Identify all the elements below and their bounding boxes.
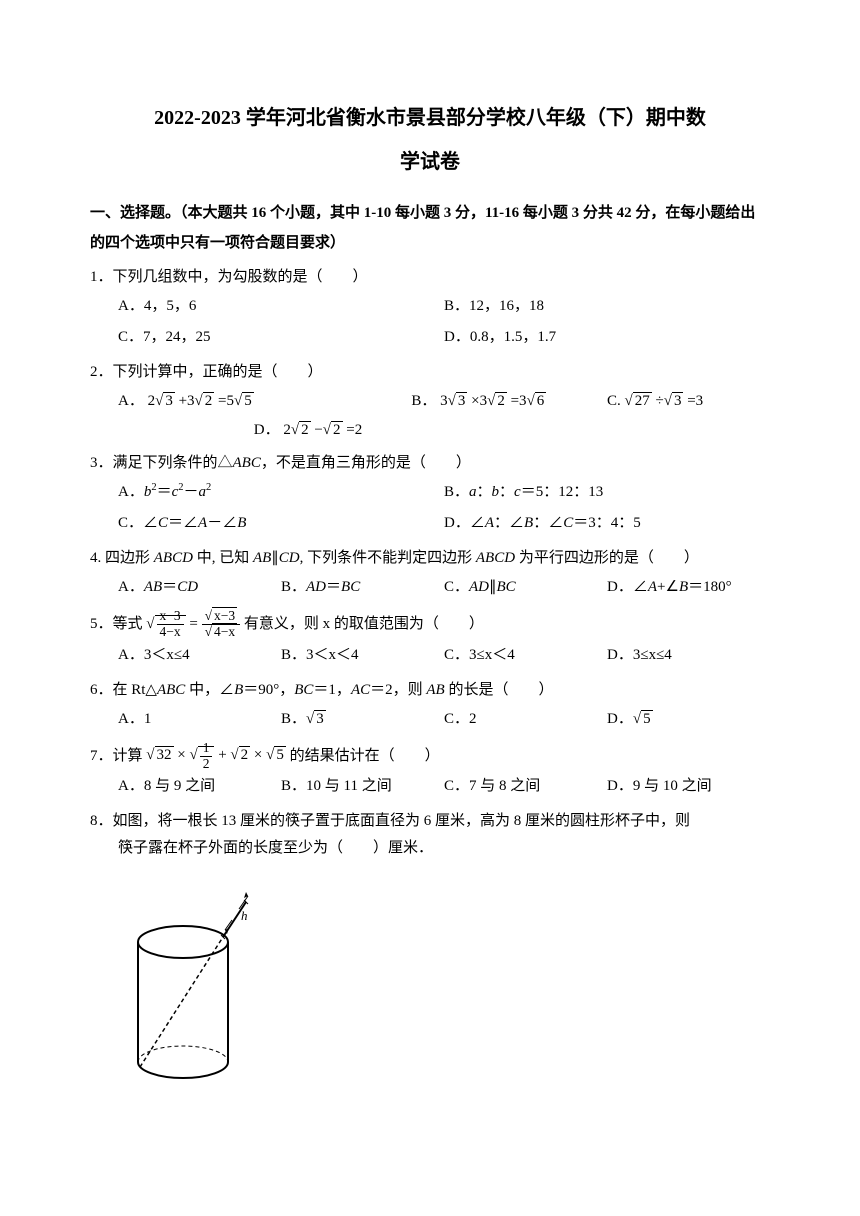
q2-c-expr: 27 ÷3 =3 — [625, 393, 704, 409]
q7-option-c: C．7 与 8 之间 — [444, 771, 607, 802]
q8-stem-l2: 筷子露在杯子外面的长度至少为（ ）厘米． — [90, 835, 770, 862]
q4-stem: 4. 四边形 ABCD 中, 已知 AB∥CD, 下列条件不能判定四边形 ABC… — [90, 545, 770, 572]
question-8: 8．如图，将一根长 13 厘米的筷子置于底面直径为 6 厘米，高为 8 厘米的圆… — [90, 808, 770, 1102]
q2-option-b: B． 33 ×32 =36 — [411, 386, 607, 417]
q2-d-prefix: D． — [254, 422, 280, 438]
q2-a-expr: 23 +32 =55 — [148, 393, 254, 409]
q3-option-c: C．∠C＝∠A－∠B — [118, 508, 444, 539]
question-2: 2．下列计算中，正确的是（ ） A． 23 +32 =55 B． 33 ×32 … — [90, 359, 770, 444]
q5-option-b: B．3＜x＜4 — [281, 640, 444, 671]
q4-option-b: B．AD＝BC — [281, 572, 444, 603]
q7-stem: 7．计算 32 × 12 + 2 × 5 的结果估计在（ ） — [90, 741, 770, 772]
q6-option-c: C．2 — [444, 704, 607, 735]
q2-options-row1: A． 23 +32 =55 B． 33 ×32 =36 C. 27 ÷3 =3 — [90, 386, 770, 417]
q3-option-a: A．b2＝c2－a2 — [118, 477, 444, 508]
question-7: 7．计算 32 × 12 + 2 × 5 的结果估计在（ ） A．8 与 9 之… — [90, 741, 770, 803]
q3-stem-prefix: 3．满足下列条件的△ — [90, 455, 233, 471]
q4-option-a: A．AB＝CD — [118, 572, 281, 603]
q1-options: A．4，5，6 B．12，16，18 C．7，24，25 D．0.8，1.5，1… — [90, 291, 770, 353]
q7-option-a: A．8 与 9 之间 — [118, 771, 281, 802]
q7-stem-suffix: 的结果估计在（ ） — [290, 747, 440, 763]
q5-option-c: C．3≤x＜4 — [444, 640, 607, 671]
q1-option-c: C．7，24，25 — [118, 322, 444, 353]
q3-stem-suffix: ，不是直角三角形的是（ ） — [261, 455, 471, 471]
q8-h-label: h — [241, 908, 248, 923]
q5-option-a: A．3＜x≤4 — [118, 640, 281, 671]
q7-stem-prefix: 7．计算 — [90, 747, 143, 763]
q4-options: A．AB＝CD B．AD＝BC C．AD∥BC D．∠A+∠B＝180° — [90, 572, 770, 603]
q1-option-b: B．12，16，18 — [444, 291, 770, 322]
question-6: 6．在 Rt△ABC 中，∠B＝90°，BC＝1，AC＝2，则 AB 的长是（ … — [90, 677, 770, 735]
q8-figure: h — [90, 872, 770, 1102]
q2-a-prefix: A． — [118, 393, 144, 409]
q7-option-d: D．9 与 10 之间 — [607, 771, 770, 802]
question-3: 3．满足下列条件的△ABC，不是直角三角形的是（ ） A．b2＝c2－a2 B．… — [90, 450, 770, 539]
q8-stem-l1: 8．如图，将一根长 13 厘米的筷子置于底面直径为 6 厘米，高为 8 厘米的圆… — [90, 808, 770, 835]
q4-option-c: C．AD∥BC — [444, 572, 607, 603]
title-line-1: 2022-2023 学年河北省衡水市景县部分学校八年级（下）期中数 — [90, 100, 770, 136]
q5-stem-prefix: 5．等式 — [90, 616, 143, 632]
q7-options: A．8 与 9 之间 B．10 与 11 之间 C．7 与 8 之间 D．9 与… — [90, 771, 770, 802]
q6-options: A．1 B．3 C．2 D．5 — [90, 704, 770, 735]
question-4: 4. 四边形 ABCD 中, 已知 AB∥CD, 下列条件不能判定四边形 ABC… — [90, 545, 770, 603]
q5-options: A．3＜x≤4 B．3＜x＜4 C．3≤x＜4 D．3≤x≤4 — [90, 640, 770, 671]
q6-option-a: A．1 — [118, 704, 281, 735]
q1-option-a: A．4，5，6 — [118, 291, 444, 322]
q2-option-d: D． 22 −2 =2 — [90, 417, 498, 444]
q3-stem: 3．满足下列条件的△ABC，不是直角三角形的是（ ） — [90, 450, 770, 477]
q7-option-b: B．10 与 11 之间 — [281, 771, 444, 802]
q5-stem-suffix: 有意义，则 x 的取值范围为（ ） — [244, 616, 484, 632]
q3-options: A．b2＝c2－a2 B．a：b：c＝5：12：13 C．∠C＝∠A－∠B D．… — [90, 477, 770, 539]
q1-option-d: D．0.8，1.5，1.7 — [444, 322, 770, 353]
cylinder-icon: h — [118, 872, 268, 1092]
q2-c-prefix: C. — [607, 393, 621, 409]
q6-option-d: D．5 — [607, 704, 770, 735]
q2-b-prefix: B． — [411, 393, 436, 409]
q2-stem: 2．下列计算中，正确的是（ ） — [90, 359, 770, 386]
title-line-2: 学试卷 — [90, 144, 770, 180]
q2-option-c: C. 27 ÷3 =3 — [607, 386, 770, 417]
question-5: 5．等式 x−34−x = x−34−x 有意义，则 x 的取值范围为（ ） A… — [90, 609, 770, 671]
q3-option-b: B．a：b：c＝5：12：13 — [444, 477, 770, 508]
q1-stem: 1．下列几组数中，为勾股数的是（ ） — [90, 264, 770, 291]
q6-option-b: B．3 — [281, 704, 444, 735]
q5-option-d: D．3≤x≤4 — [607, 640, 770, 671]
q5-expr: x−34−x = x−34−x — [146, 616, 244, 632]
q2-b-expr: 33 ×32 =36 — [440, 393, 546, 409]
section-1-header: 一、选择题。（本大题共 16 个小题，其中 1-10 每小题 3 分，11-16… — [90, 198, 770, 258]
q2-d-expr: 22 −2 =2 — [283, 422, 362, 438]
q3-abc: ABC — [233, 455, 261, 471]
q5-stem: 5．等式 x−34−x = x−34−x 有意义，则 x 的取值范围为（ ） — [90, 609, 770, 640]
q6-stem: 6．在 Rt△ABC 中，∠B＝90°，BC＝1，AC＝2，则 AB 的长是（ … — [90, 677, 770, 704]
q7-expr: 32 × 12 + 2 × 5 — [146, 747, 289, 763]
q4-option-d: D．∠A+∠B＝180° — [607, 572, 770, 603]
q2-option-a: A． 23 +32 =55 — [118, 386, 411, 417]
q3-option-d: D．∠A：∠B：∠C＝3：4：5 — [444, 508, 770, 539]
question-1: 1．下列几组数中，为勾股数的是（ ） A．4，5，6 B．12，16，18 C．… — [90, 264, 770, 353]
